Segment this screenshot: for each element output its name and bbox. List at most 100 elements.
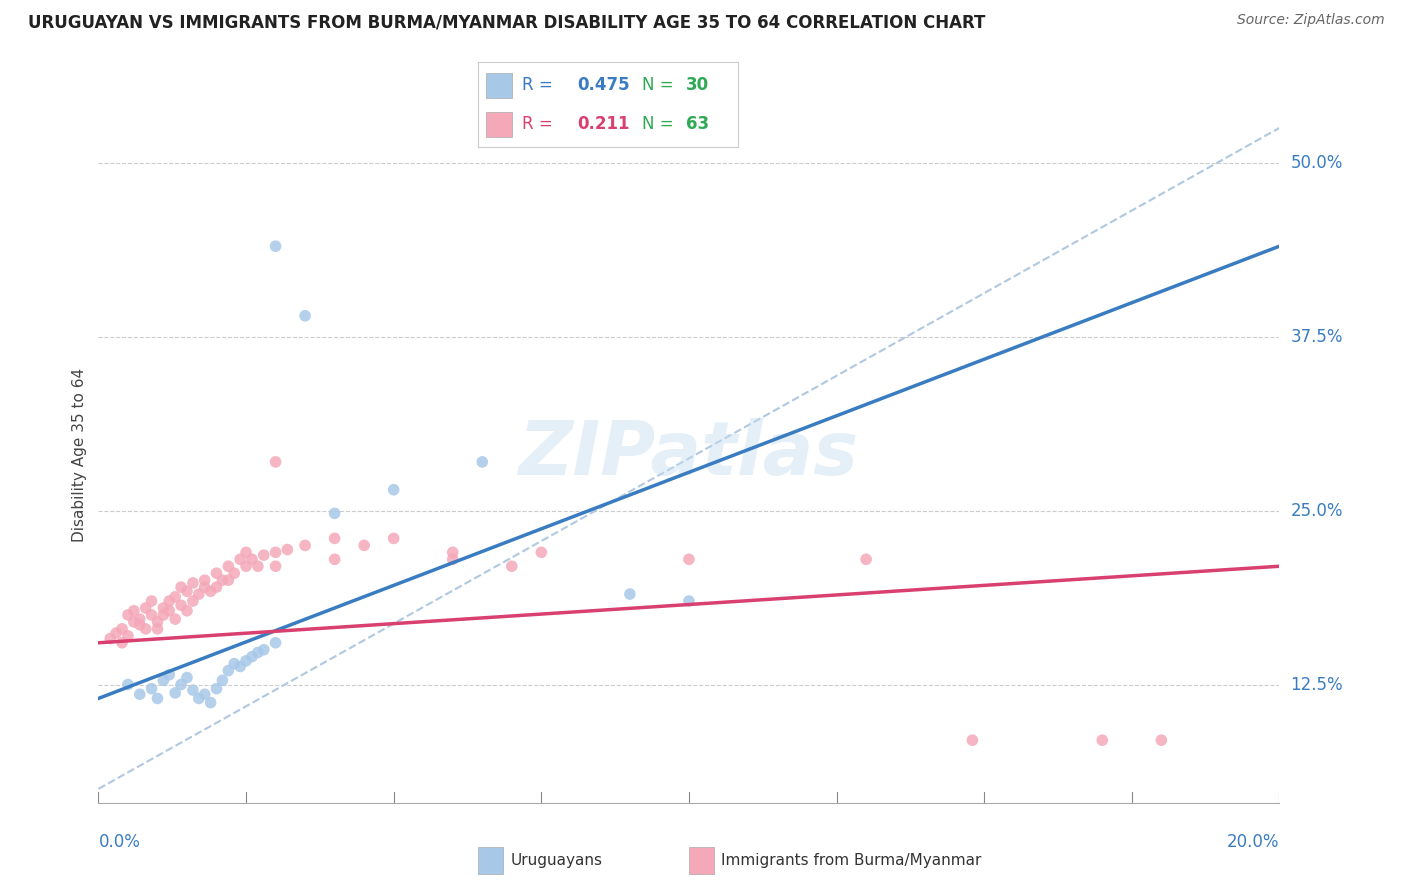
Point [264, 559, 287, 574]
Point [229, 659, 252, 673]
Point [441, 552, 464, 566]
Point [187, 587, 209, 601]
Text: N =: N = [643, 115, 679, 133]
Point [276, 542, 298, 557]
Point [146, 622, 169, 636]
Point [176, 604, 198, 618]
Point [246, 559, 269, 574]
Point [224, 566, 246, 581]
Point [855, 552, 877, 566]
Point [141, 607, 163, 622]
Point [235, 654, 257, 668]
Point [294, 538, 316, 552]
Point [619, 587, 641, 601]
Point [323, 507, 346, 521]
Point [176, 671, 198, 685]
Point [117, 607, 139, 622]
Point [353, 538, 375, 552]
Point [170, 677, 193, 691]
Text: URUGUAYAN VS IMMIGRANTS FROM BURMA/MYANMAR DISABILITY AGE 35 TO 64 CORRELATION C: URUGUAYAN VS IMMIGRANTS FROM BURMA/MYANM… [28, 13, 986, 31]
Point [152, 601, 174, 615]
Point [165, 686, 187, 700]
Point [146, 691, 169, 706]
Point [187, 691, 209, 706]
Point [122, 615, 145, 629]
Point [105, 626, 128, 640]
Point [382, 483, 405, 497]
Text: 0.0%: 0.0% [98, 833, 141, 851]
Point [141, 681, 163, 696]
Point [264, 636, 287, 650]
Text: 12.5%: 12.5% [1291, 675, 1343, 693]
Point [264, 455, 287, 469]
Point [501, 559, 523, 574]
Point [1150, 733, 1173, 747]
Point [128, 687, 150, 701]
Point [157, 594, 180, 608]
Text: 0.211: 0.211 [576, 115, 630, 133]
Point [678, 552, 700, 566]
Point [111, 622, 134, 636]
Point [229, 552, 252, 566]
Point [211, 573, 233, 587]
Point [471, 455, 494, 469]
Point [217, 573, 239, 587]
Point [117, 677, 139, 691]
Text: R =: R = [522, 115, 558, 133]
Point [181, 683, 204, 698]
Point [181, 576, 204, 591]
Point [1091, 733, 1114, 747]
Point [146, 615, 169, 629]
Text: 63: 63 [686, 115, 709, 133]
Point [294, 309, 316, 323]
Point [200, 696, 222, 710]
Point [530, 545, 553, 559]
Point [235, 559, 257, 574]
Point [117, 629, 139, 643]
Point [135, 622, 157, 636]
Point [165, 590, 187, 604]
Text: N =: N = [643, 77, 679, 95]
Y-axis label: Disability Age 35 to 64: Disability Age 35 to 64 [72, 368, 87, 542]
Point [323, 532, 346, 546]
Point [246, 646, 269, 660]
Text: 50.0%: 50.0% [1291, 153, 1343, 171]
Point [264, 239, 287, 253]
Text: 20.0%: 20.0% [1227, 833, 1279, 851]
FancyBboxPatch shape [486, 72, 512, 98]
Point [240, 649, 263, 664]
Point [194, 580, 217, 594]
Text: 37.5%: 37.5% [1291, 327, 1343, 345]
Text: Uruguayans: Uruguayans [510, 854, 602, 868]
Point [194, 573, 217, 587]
Point [165, 612, 187, 626]
Point [141, 594, 163, 608]
Point [122, 604, 145, 618]
Point [111, 636, 134, 650]
Point [128, 617, 150, 632]
Text: 0.475: 0.475 [576, 77, 630, 95]
Point [205, 681, 228, 696]
Point [235, 545, 257, 559]
Point [264, 545, 287, 559]
Point [181, 594, 204, 608]
Point [217, 559, 239, 574]
Point [323, 552, 346, 566]
Point [217, 664, 239, 678]
Point [253, 642, 276, 657]
Point [176, 584, 198, 599]
Point [157, 604, 180, 618]
Point [135, 601, 157, 615]
Point [170, 598, 193, 612]
Point [211, 673, 233, 688]
Text: 25.0%: 25.0% [1291, 501, 1343, 519]
Point [194, 687, 217, 701]
Point [253, 548, 276, 562]
Point [678, 594, 700, 608]
Point [441, 545, 464, 559]
Point [240, 552, 263, 566]
Point [98, 632, 121, 646]
Point [152, 607, 174, 622]
Point [224, 657, 246, 671]
Point [205, 580, 228, 594]
